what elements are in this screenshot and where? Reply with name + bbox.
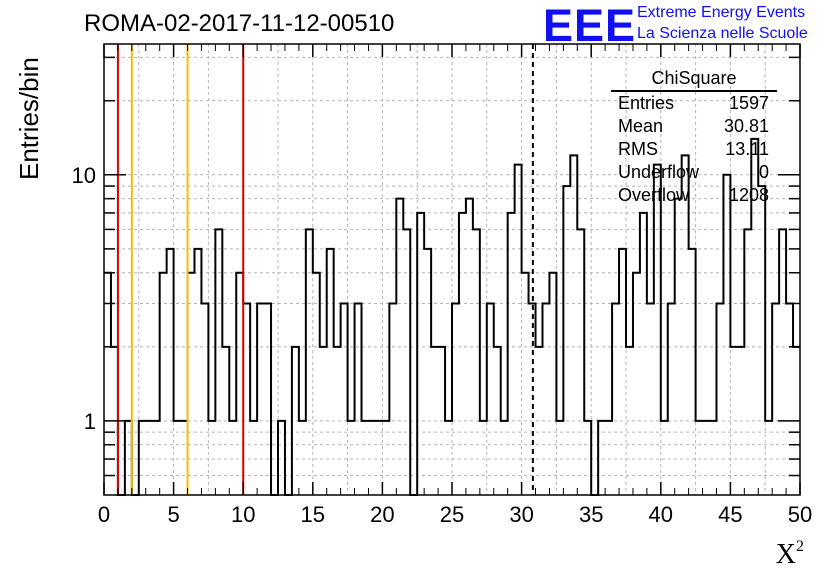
stats-rows: Entries 1597 Mean 30.81 RMS 13.11 Underflow 0 Ov…: [611, 92, 777, 207]
histogram-bin: [341, 303, 348, 495]
stats-label: Entries: [618, 93, 675, 113]
x-tick-label: 45: [718, 502, 742, 527]
histogram-bin: [633, 273, 640, 495]
histogram-bin: [772, 303, 779, 495]
x-axis-label-base: X: [775, 539, 796, 570]
x-axis-label-sup: 2: [796, 538, 804, 555]
histogram-bin: [215, 229, 222, 495]
stats-label: Overflow: [618, 185, 690, 205]
stats-row: RMS 13.11: [611, 138, 777, 161]
x-tick-label: 15: [301, 502, 325, 527]
histogram-bin: [647, 303, 654, 495]
plot-frame: [103, 43, 801, 496]
stats-title: ChiSquare: [611, 68, 777, 92]
histogram-bin: [355, 303, 362, 495]
histogram-bin: [668, 303, 675, 495]
histogram-bin: [160, 273, 167, 495]
histogram-bin: [473, 229, 480, 495]
x-tick-label: 25: [440, 502, 464, 527]
axis-ticks: 0 5 10 15 20 25 30 35 40 45 50 1 10: [72, 44, 812, 527]
histogram-bin: [640, 213, 647, 495]
histogram-bin: [327, 249, 334, 495]
eee-logo: EEE: [543, 0, 637, 51]
histogram-bin: [306, 229, 313, 495]
x-tick-label: 30: [509, 502, 533, 527]
stats-row: Mean 30.81: [611, 115, 777, 138]
stats-value: 0: [758, 162, 769, 182]
histogram-bin: [264, 303, 271, 495]
histogram-bin: [744, 229, 751, 495]
histogram-bin: [716, 303, 723, 495]
stats-box: ChiSquare Entries 1597 Mean 30.81 RMS 13.11 Un…: [611, 68, 777, 207]
eee-logo-line2: La Scienza nelle Scuole: [637, 25, 808, 42]
eee-logo-line1: Extreme Energy Events: [637, 4, 806, 21]
histogram-bin: [201, 303, 208, 495]
histogram-bin: [723, 175, 730, 495]
y-tick-label: 10: [72, 163, 96, 188]
histogram-bin: [194, 249, 201, 495]
stats-value: 1597: [728, 93, 769, 113]
histogram-bin: [424, 249, 431, 495]
x-tick-label: 50: [788, 502, 812, 527]
histogram-bin: [522, 273, 529, 495]
x-tick-label: 20: [370, 502, 394, 527]
histogram-line: [104, 137, 800, 496]
histogram-bin: [452, 303, 459, 495]
histogram-bin: [459, 213, 466, 495]
x-tick-label: 0: [98, 502, 110, 527]
stats-row: Overflow 1208: [611, 184, 777, 207]
histogram-bin: [403, 229, 410, 495]
histogram-bin: [779, 229, 786, 495]
histogram-bin: [167, 249, 174, 495]
histogram-bin: [515, 165, 522, 495]
histogram-bin: [487, 303, 494, 495]
histogram-bin: [577, 229, 584, 495]
stats-label: Underflow: [618, 162, 700, 182]
histogram-bin: [654, 165, 661, 495]
histogram-bin: [389, 303, 396, 495]
y-axis-label: Entries/bin: [14, 57, 44, 180]
histogram-bin: [758, 186, 765, 495]
stats-value: 13.11: [725, 139, 769, 159]
x-tick-label: 10: [231, 502, 255, 527]
x-axis-label: X2: [776, 538, 804, 571]
x-tick-label: 35: [579, 502, 603, 527]
histogram-bin: [243, 303, 250, 495]
histogram-bin: [508, 213, 515, 495]
stats-label: RMS: [618, 139, 658, 159]
histogram-bin: [188, 273, 195, 495]
stats-value: 30.81: [723, 116, 769, 136]
histogram-bin: [104, 273, 111, 495]
x-tick-label: 40: [649, 502, 673, 527]
histogram-bin: [619, 249, 626, 495]
y-tick-label: 1: [84, 409, 96, 434]
stats-label: Mean: [618, 116, 664, 136]
histogram-bin: [257, 303, 264, 495]
x-tick-label: 5: [167, 502, 179, 527]
histogram-bin: [689, 249, 696, 495]
histogram-bin: [417, 213, 424, 495]
run-title: ROMA-02-2017-11-12-00510: [84, 10, 395, 37]
histogram-bin: [563, 186, 570, 495]
stats-value: 1208: [728, 185, 769, 205]
stats-row: Entries 1597: [611, 92, 777, 115]
marker-lines: [116, 44, 534, 495]
histogram-bin: [236, 273, 243, 495]
histogram-bars: [104, 137, 800, 496]
histogram-bin: [570, 155, 577, 495]
histogram-bin: [549, 273, 556, 495]
histogram-bin: [542, 303, 549, 495]
histogram-bin: [313, 273, 320, 495]
stats-row: Underflow 0: [611, 161, 777, 184]
histogram-bin: [786, 303, 793, 495]
histogram-bin: [612, 303, 619, 495]
